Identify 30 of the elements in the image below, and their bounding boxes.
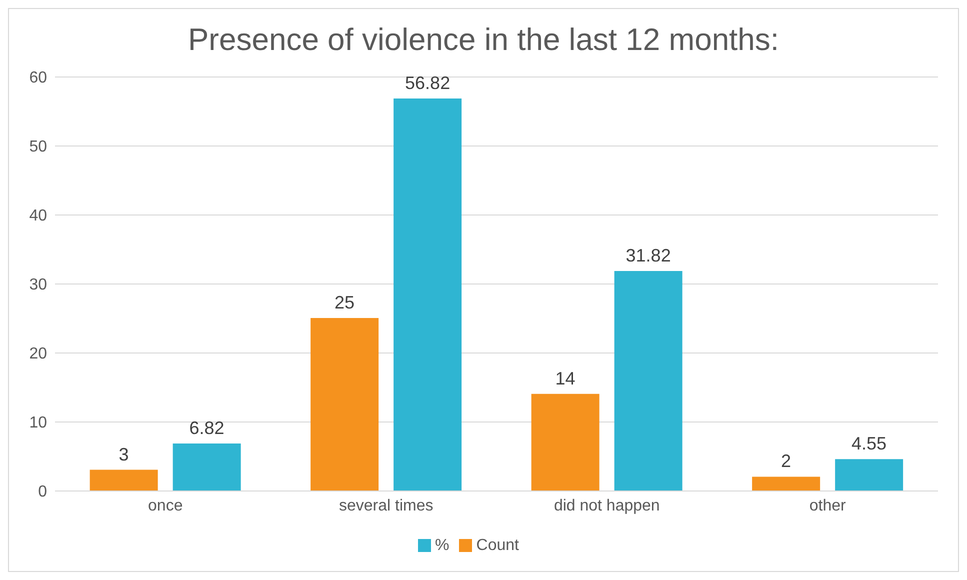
bar xyxy=(752,476,820,491)
x-tick-label: other xyxy=(809,497,847,514)
bar xyxy=(394,98,462,491)
bar xyxy=(835,459,904,491)
legend-label: Count xyxy=(476,537,519,554)
x-tick-label: several times xyxy=(339,497,434,514)
x-tick-label: did not happen xyxy=(554,497,660,514)
bar xyxy=(90,470,158,491)
chart-title: Presence of violence in the last 12 months: xyxy=(186,21,780,59)
y-tick-label: 30 xyxy=(29,276,48,294)
data-label: 6.82 xyxy=(189,418,224,438)
data-label: 25 xyxy=(334,292,355,312)
y-tick-label: 60 xyxy=(29,70,48,87)
data-label: 14 xyxy=(555,368,576,388)
bar xyxy=(531,394,600,491)
data-label: 56.82 xyxy=(405,72,450,93)
y-tick-label: 20 xyxy=(29,346,48,363)
y-tick-label: 50 xyxy=(29,138,48,156)
y-tick-label: 40 xyxy=(29,208,48,225)
x-tick-label: once xyxy=(148,497,183,514)
data-label: 2 xyxy=(781,451,792,472)
legend-label: % xyxy=(435,537,450,554)
data-label: 4.55 xyxy=(852,434,887,454)
data-label: 31.82 xyxy=(626,245,671,266)
y-tick-label: 0 xyxy=(38,484,48,501)
bar xyxy=(614,270,682,491)
bar xyxy=(172,443,241,491)
data-label: 3 xyxy=(118,444,129,464)
bar xyxy=(310,318,379,491)
y-tick-label: 10 xyxy=(29,414,48,432)
